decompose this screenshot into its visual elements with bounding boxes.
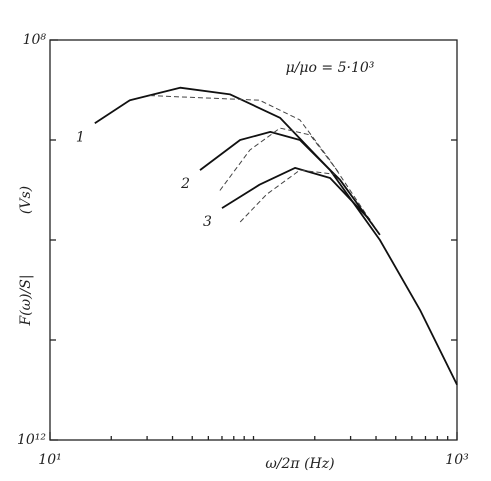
annotation: μ/μo = 5·10³ bbox=[286, 60, 375, 76]
y-axis-unit: (Vs) bbox=[18, 186, 34, 214]
curve-label: 1 bbox=[76, 129, 85, 145]
curve bbox=[221, 166, 371, 221]
y-tick-label: 10⁸ bbox=[23, 32, 47, 48]
x-axis-label: ω/2π (Hz) bbox=[265, 456, 334, 472]
curve bbox=[94, 86, 458, 386]
curve-label: 2 bbox=[180, 176, 190, 192]
plot-frame bbox=[49, 39, 458, 441]
curve bbox=[219, 127, 341, 191]
curve bbox=[239, 169, 335, 223]
curve bbox=[199, 130, 381, 236]
curve bbox=[149, 95, 381, 236]
y-axis-label: F(ω)/S| bbox=[18, 274, 34, 326]
curve-label: 3 bbox=[203, 214, 212, 230]
y-tick-label: 10¹² bbox=[17, 432, 46, 448]
x-tick-label: 10¹ bbox=[38, 452, 61, 468]
x-tick-label: 10³ bbox=[445, 452, 469, 468]
